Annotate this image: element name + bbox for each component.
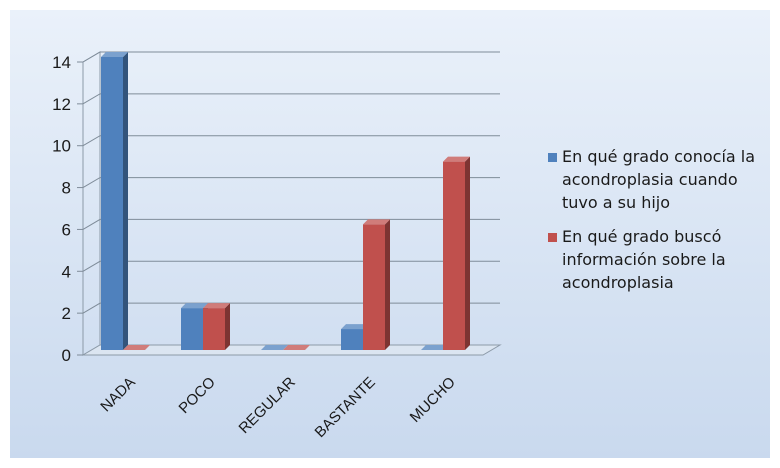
- bar-top: [181, 303, 208, 309]
- bars: [101, 52, 470, 350]
- legend-label: En qué grado buscó: [562, 227, 721, 246]
- bar: [421, 345, 448, 350]
- bar-side: [385, 219, 390, 350]
- gridline: [82, 93, 500, 105]
- y-tick-label: 4: [62, 262, 71, 281]
- bar-front: [443, 161, 465, 350]
- bar-side: [225, 303, 230, 350]
- bar-top: [261, 345, 288, 350]
- bar-top: [341, 324, 368, 330]
- bar-front: [203, 308, 225, 350]
- bar-front: [181, 308, 203, 350]
- legend-swatch: [548, 233, 557, 242]
- bar-top: [101, 52, 128, 57]
- legend: En qué grado conocía la acondroplasia cua…: [548, 147, 755, 292]
- bar: [283, 345, 310, 350]
- bar-top: [443, 156, 470, 162]
- bar: [261, 345, 288, 350]
- y-tick-label: 2: [62, 304, 71, 323]
- y-tick-label: 12: [52, 95, 71, 114]
- y-tick-label: 14: [52, 53, 71, 72]
- legend-label: En qué grado conocía la: [562, 147, 755, 166]
- y-tick-label: 0: [62, 346, 71, 365]
- y-tick-label: 10: [52, 137, 71, 156]
- legend-swatch: [548, 153, 557, 162]
- legend-label: tuvo a su hijo: [562, 193, 670, 212]
- legend-label: información sobre la: [562, 250, 726, 269]
- legend-entry: En qué grado buscó información sobre la ac…: [548, 227, 726, 292]
- y-axis-ticks: 0 2 4 6 8 10 12 14: [52, 53, 83, 365]
- gridline: [82, 51, 500, 63]
- bar: [443, 156, 470, 350]
- legend-label: acondroplasia: [562, 273, 674, 292]
- legend-entry: En qué grado conocía la acondroplasia cua…: [548, 147, 755, 212]
- bar: [203, 303, 230, 350]
- bar-side: [465, 156, 470, 350]
- bar-front: [341, 329, 363, 350]
- gridline: [82, 218, 500, 230]
- y-tick-label: 6: [62, 220, 71, 239]
- bar: [123, 345, 150, 350]
- legend-label: acondroplasia cuando: [562, 170, 738, 189]
- bar-top: [421, 345, 448, 350]
- bar: [363, 219, 390, 350]
- bar-top: [363, 219, 390, 225]
- bar-front: [363, 224, 385, 350]
- bar-side: [123, 52, 128, 350]
- gridline: [82, 177, 500, 189]
- bar-top: [203, 303, 230, 309]
- bar: [101, 52, 128, 350]
- bar-front: [101, 57, 123, 350]
- bar-top: [283, 345, 310, 350]
- bar-top: [123, 345, 150, 350]
- gridline: [82, 135, 500, 147]
- y-tick-label: 8: [62, 179, 71, 198]
